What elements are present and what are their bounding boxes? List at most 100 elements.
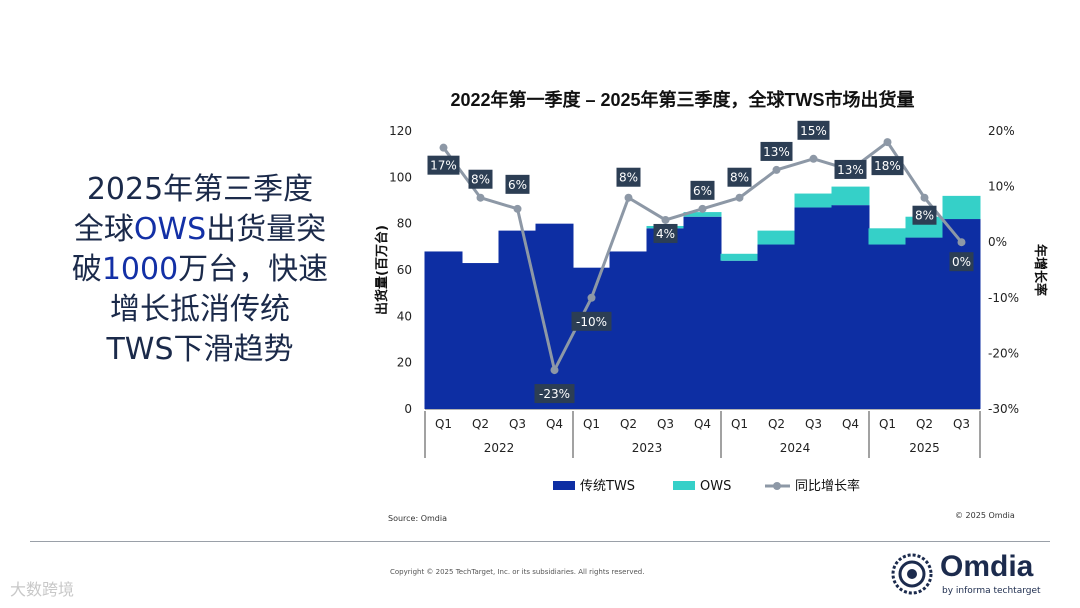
y-tick-label: 40 — [397, 309, 412, 323]
year-label: 2023 — [632, 441, 663, 455]
yoy-point — [883, 138, 892, 147]
legend-swatch-ows — [673, 481, 695, 490]
x-tick-label: Q1 — [731, 417, 748, 431]
omdia-logo-sub: by informa techtarget — [942, 586, 1041, 596]
x-tick-label: Q3 — [953, 417, 970, 431]
yoy-label: 8% — [915, 209, 934, 223]
bar-tws — [498, 230, 537, 409]
yoy-label: 0% — [952, 255, 971, 269]
yoy-label: 18% — [874, 159, 901, 173]
yoy-label-box — [616, 167, 641, 187]
yoy-label: -23% — [539, 387, 570, 401]
y-tick-label: 120 — [389, 124, 412, 138]
bar-tws — [757, 244, 796, 409]
bar-tws — [683, 216, 722, 409]
yoy-label-box — [760, 141, 793, 161]
yoy-label-box — [912, 205, 937, 225]
yoy-label-box — [834, 159, 867, 179]
x-tick-label: Q1 — [879, 417, 896, 431]
yoy-label-box — [571, 311, 612, 331]
bar-tws — [424, 251, 463, 409]
bar-tws — [609, 251, 648, 409]
bar-ows — [831, 186, 870, 206]
x-tick-label: Q2 — [620, 417, 637, 431]
x-tick-label: Q4 — [694, 417, 711, 431]
y-tick-label: 100 — [389, 170, 412, 184]
x-tick-label: Q4 — [842, 417, 859, 431]
yoy-point — [772, 165, 781, 174]
legend-label-tws: 传统TWS — [580, 479, 635, 494]
x-tick-label: Q3 — [805, 417, 822, 431]
bar-tws — [794, 207, 833, 409]
bar-tws — [942, 219, 981, 409]
y-tick-label: 0 — [404, 402, 412, 416]
yoy-point — [439, 143, 448, 152]
yoy-label-box — [653, 223, 678, 243]
yoy-label: 8% — [730, 171, 749, 185]
x-tick-label: Q2 — [916, 417, 933, 431]
yoy-label-box — [871, 156, 904, 176]
tws-shipments-chart: 2022年第一季度 – 2025年第三季度，全球TWS市场出货量 0 20 40 60 8… — [374, 89, 1048, 494]
legend-swatch-yoy-dot — [773, 482, 781, 490]
bar-ows — [757, 230, 796, 245]
yoy-point — [476, 193, 485, 202]
omdia-logo-word: Omdia — [940, 550, 1034, 583]
legend-swatch-tws — [553, 481, 575, 490]
yoy-label: 15% — [800, 124, 827, 138]
yoy-point — [735, 193, 744, 202]
y2-tick-label: 0% — [988, 235, 1007, 249]
yoy-label: 13% — [837, 163, 864, 177]
y2-tick-label: 20% — [988, 124, 1015, 138]
yoy-label: 8% — [619, 171, 638, 185]
bar-tws — [868, 244, 907, 409]
bar-ows — [794, 193, 833, 208]
yoy-point — [661, 215, 670, 224]
yoy-label-box — [505, 174, 530, 194]
headline-line-2: 全球OWS出货量突 — [73, 212, 327, 247]
bar-ows — [720, 253, 759, 261]
yoy-label: 4% — [656, 227, 675, 241]
yoy-point — [513, 204, 522, 213]
bar-tws — [905, 237, 944, 409]
chart-copyright: © 2025 Omdia — [955, 511, 1015, 520]
x-tick-label: Q4 — [546, 417, 563, 431]
x-tick-label: Q3 — [509, 417, 526, 431]
yoy-point — [920, 193, 929, 202]
year-label: 2024 — [780, 441, 811, 455]
bar-ows — [683, 212, 722, 217]
bar-tws — [461, 263, 500, 409]
yoy-point — [809, 154, 818, 163]
y2-tick-label: 10% — [988, 180, 1015, 194]
y-axis-title: 出货量(百万台) — [374, 225, 390, 315]
yoy-label: 6% — [693, 184, 712, 198]
yoy-label-box — [949, 252, 974, 272]
y2-tick-label: -30% — [988, 402, 1019, 416]
year-label: 2022 — [484, 441, 515, 455]
yoy-label-box — [690, 180, 715, 200]
y-tick-label: 20 — [397, 356, 412, 370]
omdia-logo: Omdia by informa techtarget — [890, 550, 1050, 600]
yoy-label: 6% — [508, 178, 527, 192]
headline-line-4: 增长抵消传统 — [110, 292, 290, 327]
yoy-label-box — [468, 169, 493, 189]
footer-divider — [30, 541, 1050, 542]
yoy-label-box — [727, 167, 752, 187]
x-tick-label: Q2 — [472, 417, 489, 431]
yoy-label: 13% — [763, 145, 790, 159]
yoy-point — [698, 204, 707, 213]
bar-tws — [646, 228, 685, 409]
year-label: 2025 — [909, 441, 940, 455]
y2-tick-label: -10% — [988, 291, 1019, 305]
yoy-point — [624, 193, 633, 202]
yoy-point — [550, 366, 559, 375]
y2-axis-title: 年增长率 — [1032, 244, 1048, 296]
legend-label-yoy: 同比增长率 — [795, 478, 860, 494]
yoy-label-box — [797, 120, 830, 140]
yoy-point — [587, 293, 596, 302]
yoy-label-box — [427, 155, 460, 175]
yoy-label: 17% — [430, 159, 457, 173]
headline-line-3: 破1000万台，快速 — [71, 252, 329, 287]
yoy-point — [957, 238, 966, 247]
x-tick-label: Q1 — [583, 417, 600, 431]
footer-copyright: Copyright © 2025 TechTarget, Inc. or its… — [390, 568, 645, 576]
